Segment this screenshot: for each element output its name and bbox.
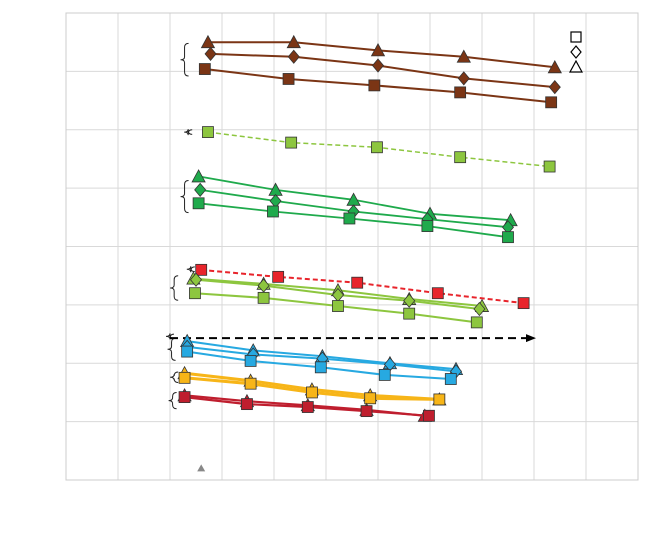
data-point-square <box>364 392 377 405</box>
data-point-square <box>282 73 295 85</box>
data-point-square <box>285 136 298 149</box>
data-point-triangle <box>200 34 216 49</box>
data-point-square <box>189 287 201 300</box>
data-point-square <box>202 126 214 138</box>
group-brace <box>165 333 175 340</box>
series-2 <box>198 63 558 109</box>
data-point-square <box>545 96 558 109</box>
group-brace <box>186 266 195 273</box>
data-point-square <box>431 287 444 300</box>
data-point-square <box>192 197 205 210</box>
data-point-triangle <box>456 49 471 63</box>
series-7 <box>195 263 530 310</box>
series-10 <box>189 287 483 329</box>
data-point-square <box>454 86 467 99</box>
plot-frame <box>65 12 639 481</box>
data-point-diamond <box>473 301 486 317</box>
data-point-diamond <box>204 46 217 61</box>
data-point-square <box>178 391 191 404</box>
data-point-square <box>368 79 381 92</box>
data-point-square <box>195 263 208 276</box>
group-brace <box>180 180 189 214</box>
data-point-diamond <box>457 71 470 86</box>
legend-triangle-icon <box>568 59 584 73</box>
data-point-square <box>272 270 285 283</box>
legend-square-icon <box>570 31 582 43</box>
data-point-square <box>378 369 391 381</box>
data-point-square <box>444 373 457 385</box>
series-0 <box>200 34 562 74</box>
legend-entry-triangle <box>568 59 584 73</box>
data-point-square <box>241 398 253 411</box>
series-14 <box>181 345 457 385</box>
data-point-square <box>351 276 364 289</box>
data-point-square <box>306 386 318 399</box>
data-point-square <box>454 151 467 164</box>
data-point-square <box>332 300 344 312</box>
data-point-square <box>423 409 435 422</box>
data-point-square <box>543 160 556 173</box>
group-brace <box>168 391 177 410</box>
data-point-square <box>267 205 279 218</box>
data-point-square <box>257 291 270 304</box>
data-point-diamond <box>403 293 416 308</box>
series-1 <box>204 46 561 95</box>
data-point-diamond <box>194 182 207 197</box>
series-line <box>210 52 555 89</box>
data-point-square <box>502 231 514 244</box>
group-brace <box>170 371 179 384</box>
series-6 <box>192 197 514 244</box>
legend <box>568 31 584 73</box>
data-point-square <box>517 297 530 310</box>
data-point-square <box>181 345 194 358</box>
group-braces <box>165 42 195 410</box>
data-point-diamond <box>287 49 300 64</box>
legend-diamond-icon <box>570 45 582 59</box>
data-point-square <box>360 405 373 418</box>
data-point-square <box>301 401 314 413</box>
series-9 <box>189 272 486 317</box>
data-point-square <box>244 355 257 367</box>
stray-marker <box>197 464 206 472</box>
legend-entry-diamond <box>570 45 582 59</box>
data-point-square <box>178 371 191 384</box>
data-point-diamond <box>548 80 561 95</box>
data-point-square <box>343 212 356 225</box>
group-brace <box>167 337 176 361</box>
data-point-diamond <box>371 58 385 73</box>
group-brace <box>170 275 179 301</box>
data-point-square <box>314 361 327 374</box>
series-4 <box>191 169 518 227</box>
data-point-square <box>244 377 257 390</box>
legend-entry-square <box>570 31 582 43</box>
series-3 <box>202 126 556 173</box>
data-point-diamond <box>269 193 282 209</box>
data-point-triangle <box>286 34 301 49</box>
group-brace <box>180 42 189 77</box>
data-point-diamond <box>189 272 203 287</box>
data-point-square <box>371 141 383 154</box>
series-16 <box>178 371 446 406</box>
data-point-triangle <box>370 43 386 57</box>
data-point-diamond <box>257 278 270 293</box>
data-point-square <box>198 63 211 75</box>
data-point-square <box>403 307 416 320</box>
data-point-square <box>433 393 446 406</box>
data-point-square <box>470 316 483 329</box>
series-group <box>170 34 562 472</box>
series-18 <box>178 391 435 422</box>
data-point-triangle <box>191 169 206 183</box>
group-brace <box>184 129 193 136</box>
plot-border <box>65 12 639 481</box>
data-point-triangle <box>547 59 562 74</box>
triangle-marker <box>197 464 206 472</box>
data-point-square <box>421 220 434 232</box>
